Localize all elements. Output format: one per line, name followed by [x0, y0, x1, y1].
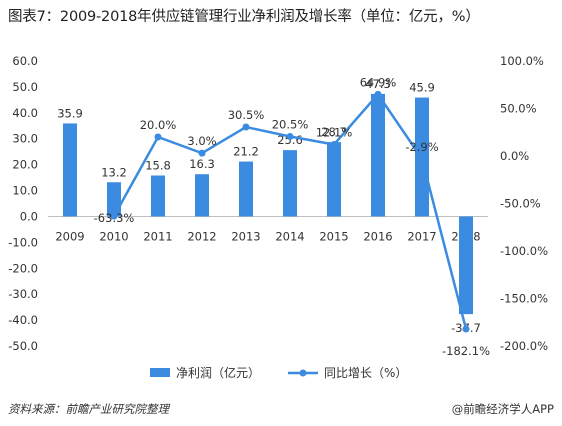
bar-value-label: 45.9 [409, 81, 435, 95]
bar-value-label: 13.2 [101, 165, 127, 179]
credit-watermark: @前瞻经济学人APP [451, 402, 554, 416]
left-axis-tick-label: 40.0 [12, 106, 38, 120]
bar [63, 123, 77, 217]
bar [459, 216, 473, 315]
left-axis-tick-label: -20.0 [8, 261, 38, 275]
x-axis-tick-label: 2016 [363, 229, 392, 243]
x-axis-tick-label: 2011 [143, 229, 172, 243]
x-axis-tick-label: 2017 [407, 229, 436, 243]
left-axis-tick-label: -10.0 [8, 235, 38, 249]
left-axis-tick-label: 50.0 [12, 80, 38, 94]
line-value-label: -63.3% [94, 211, 135, 225]
legend-line-label: 同比增长（%） [324, 366, 407, 380]
x-axis-tick-label: 2013 [231, 229, 260, 243]
bar-value-label: 15.8 [145, 159, 171, 173]
growth-point [242, 123, 250, 131]
growth-point [110, 212, 118, 220]
bar [195, 174, 209, 217]
x-axis-tick-label: 2010 [99, 229, 128, 243]
line-value-label: 64.9% [360, 75, 397, 89]
line-value-label: 12.1% [316, 126, 353, 140]
legend-bar-swatch [150, 368, 170, 377]
legend-bar-label: 净利润（亿元） [176, 365, 260, 380]
line-value-label: 20.0% [140, 118, 177, 132]
x-axis-tick-label: 2015 [319, 229, 348, 243]
line-value-label: 20.5% [272, 118, 309, 132]
bar [151, 175, 165, 217]
right-axis-tick-label: -150.0% [500, 292, 548, 306]
growth-point [330, 141, 338, 149]
x-axis-tick-label: 2009 [55, 229, 84, 243]
bar [283, 150, 297, 217]
right-axis-tick-label: -200.0% [500, 339, 548, 353]
left-axis-tick-label: 30.0 [12, 132, 38, 146]
left-axis-tick-label: -30.0 [8, 287, 38, 301]
bar [239, 161, 253, 217]
growth-point [154, 133, 162, 141]
right-axis-tick-label: 0.0% [500, 149, 529, 163]
left-axis-tick-label: -50.0 [8, 339, 38, 353]
line-value-label: -182.1% [442, 344, 490, 358]
growth-point [286, 133, 294, 141]
growth-point [418, 155, 426, 163]
chart-title: 图表7：2009-2018年供应链管理行业净利润及增长率（单位：亿元，%） [8, 9, 480, 25]
bar-value-label: 47.3 [365, 77, 391, 91]
line-value-label: 3.0% [187, 134, 216, 148]
bar [327, 142, 341, 217]
left-axis-tick-label: 20.0 [12, 158, 38, 172]
line-value-label: -2.9% [405, 140, 438, 154]
left-axis-tick-label: 60.0 [12, 54, 38, 68]
bar-value-label: 35.9 [57, 106, 83, 120]
right-axis-tick-label: -50.0% [500, 197, 541, 211]
right-axis-tick-label: 50.0% [500, 102, 537, 116]
source-note: 资料来源：前瞻产业研究院整理 [8, 402, 169, 416]
growth-point [374, 90, 382, 98]
bar-value-label: 21.2 [233, 145, 259, 159]
x-axis-tick-label: 2014 [275, 229, 304, 243]
right-axis-tick-label: -100.0% [500, 244, 548, 258]
bar [371, 93, 385, 217]
left-axis-tick-label: -40.0 [8, 313, 38, 327]
legend-line-marker [299, 369, 307, 377]
growth-point [198, 149, 206, 157]
left-axis-tick-label: 0.0 [20, 209, 38, 223]
growth-point [462, 325, 470, 333]
bar-value-label: 16.3 [189, 157, 215, 171]
line-value-label: 30.5% [228, 108, 265, 122]
x-axis-tick-label: 2012 [187, 229, 216, 243]
left-axis-tick-label: 10.0 [12, 184, 38, 198]
right-axis-tick-label: 100.0% [500, 54, 544, 68]
